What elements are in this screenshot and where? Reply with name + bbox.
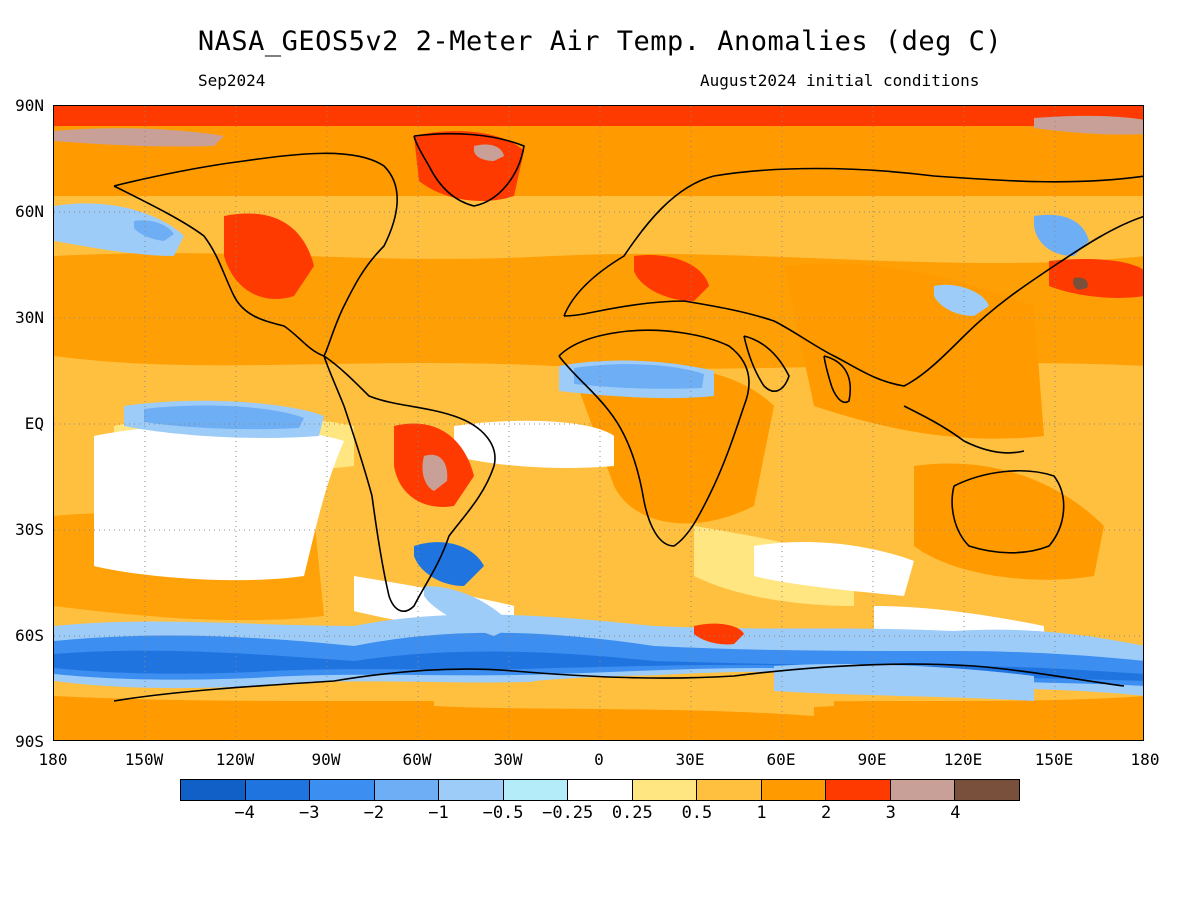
- legend-swatch: [181, 780, 246, 800]
- legend-swatch: [632, 780, 698, 800]
- lat-label-90n: 90N: [15, 96, 44, 115]
- legend-tick-label: −0.25: [542, 803, 594, 823]
- legend-tick-label: 2: [821, 803, 832, 823]
- legend-swatch: [890, 780, 956, 800]
- lat-label-60s: 60S: [15, 626, 44, 645]
- legend-swatch: [826, 780, 891, 800]
- anomaly-map: [53, 105, 1144, 741]
- legend-swatch: [245, 780, 311, 800]
- lon-label-120e: 120E: [943, 750, 983, 769]
- forecast-month: Sep2024: [198, 71, 266, 90]
- legend-swatch: [568, 780, 633, 800]
- lat-label-90s: 90S: [15, 732, 44, 751]
- legend-swatch: [503, 780, 569, 800]
- lon-label-150e: 150E: [1034, 750, 1074, 769]
- lon-label-90e: 90E: [857, 750, 887, 769]
- legend-tick-label: −4: [234, 803, 255, 823]
- legend-tick-label: 0.5: [681, 803, 713, 823]
- color-legend-bar: [180, 779, 1020, 801]
- legend-tick-label: 4: [950, 803, 961, 823]
- legend-tick-label: 3: [885, 803, 896, 823]
- lon-label-60w: 60W: [402, 750, 432, 769]
- lon-label-60e: 60E: [766, 750, 796, 769]
- legend-swatch: [310, 780, 375, 800]
- color-legend-ticks: −4 −3 −2 −1 −0.5 −0.25 0.25 0.5 1 2 3 4: [0, 803, 1200, 825]
- lon-label-180w: 180: [38, 750, 68, 769]
- anomaly-field: [54, 106, 1143, 740]
- legend-tick-label: 1: [756, 803, 767, 823]
- legend-tick-label: 0.25: [611, 803, 653, 823]
- lat-label-30s: 30S: [15, 520, 44, 539]
- legend-swatch: [697, 780, 762, 800]
- lat-label-30n: 30N: [15, 308, 44, 327]
- legend-swatch: [439, 780, 504, 800]
- initial-conditions: August2024 initial conditions: [700, 71, 980, 90]
- lon-label-120w: 120W: [215, 750, 255, 769]
- coastlines: [113, 132, 1143, 702]
- lon-label-180e: 180: [1130, 750, 1160, 769]
- lat-label-60n: 60N: [15, 202, 44, 221]
- lon-label-30w: 30W: [493, 750, 523, 769]
- map-title: NASA_GEOS5v2 2-Meter Air Temp. Anomalies…: [197, 26, 1003, 57]
- legend-swatch: [761, 780, 827, 800]
- lon-label-30e: 30E: [675, 750, 705, 769]
- legend-tick-label: −3: [298, 803, 320, 823]
- lon-label-0: 0: [594, 750, 604, 769]
- legend-tick-label: −0.5: [482, 803, 524, 823]
- lon-label-90w: 90W: [311, 750, 341, 769]
- legend-swatch: [955, 780, 1019, 800]
- legend-swatch: [374, 780, 440, 800]
- lon-label-150w: 150W: [124, 750, 164, 769]
- legend-tick-label: −2: [363, 803, 385, 823]
- legend-tick-label: −1: [428, 803, 449, 823]
- lat-label-eq: EQ: [24, 414, 44, 433]
